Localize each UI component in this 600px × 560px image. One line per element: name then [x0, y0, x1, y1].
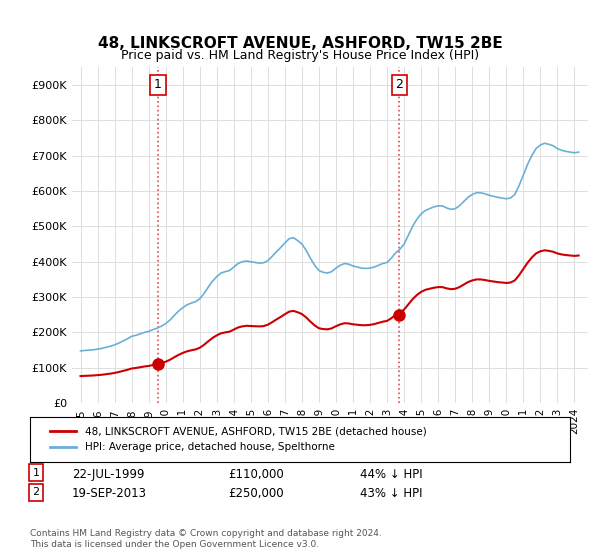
Text: 44% ↓ HPI: 44% ↓ HPI — [360, 468, 422, 480]
Text: 2: 2 — [32, 487, 40, 497]
Text: Price paid vs. HM Land Registry's House Price Index (HPI): Price paid vs. HM Land Registry's House … — [121, 49, 479, 62]
Text: 2: 2 — [395, 78, 403, 91]
Text: 1: 1 — [154, 78, 162, 91]
Text: 19-SEP-2013: 19-SEP-2013 — [72, 487, 147, 500]
Legend: 48, LINKSCROFT AVENUE, ASHFORD, TW15 2BE (detached house), HPI: Average price, d: 48, LINKSCROFT AVENUE, ASHFORD, TW15 2BE… — [46, 423, 430, 456]
Text: Contains HM Land Registry data © Crown copyright and database right 2024.
This d: Contains HM Land Registry data © Crown c… — [30, 529, 382, 549]
Text: 22-JUL-1999: 22-JUL-1999 — [72, 468, 145, 480]
Text: 48, LINKSCROFT AVENUE, ASHFORD, TW15 2BE: 48, LINKSCROFT AVENUE, ASHFORD, TW15 2BE — [98, 36, 502, 52]
Text: 43% ↓ HPI: 43% ↓ HPI — [360, 487, 422, 500]
Text: 1: 1 — [32, 468, 40, 478]
Text: £110,000: £110,000 — [228, 468, 284, 480]
Text: £250,000: £250,000 — [228, 487, 284, 500]
